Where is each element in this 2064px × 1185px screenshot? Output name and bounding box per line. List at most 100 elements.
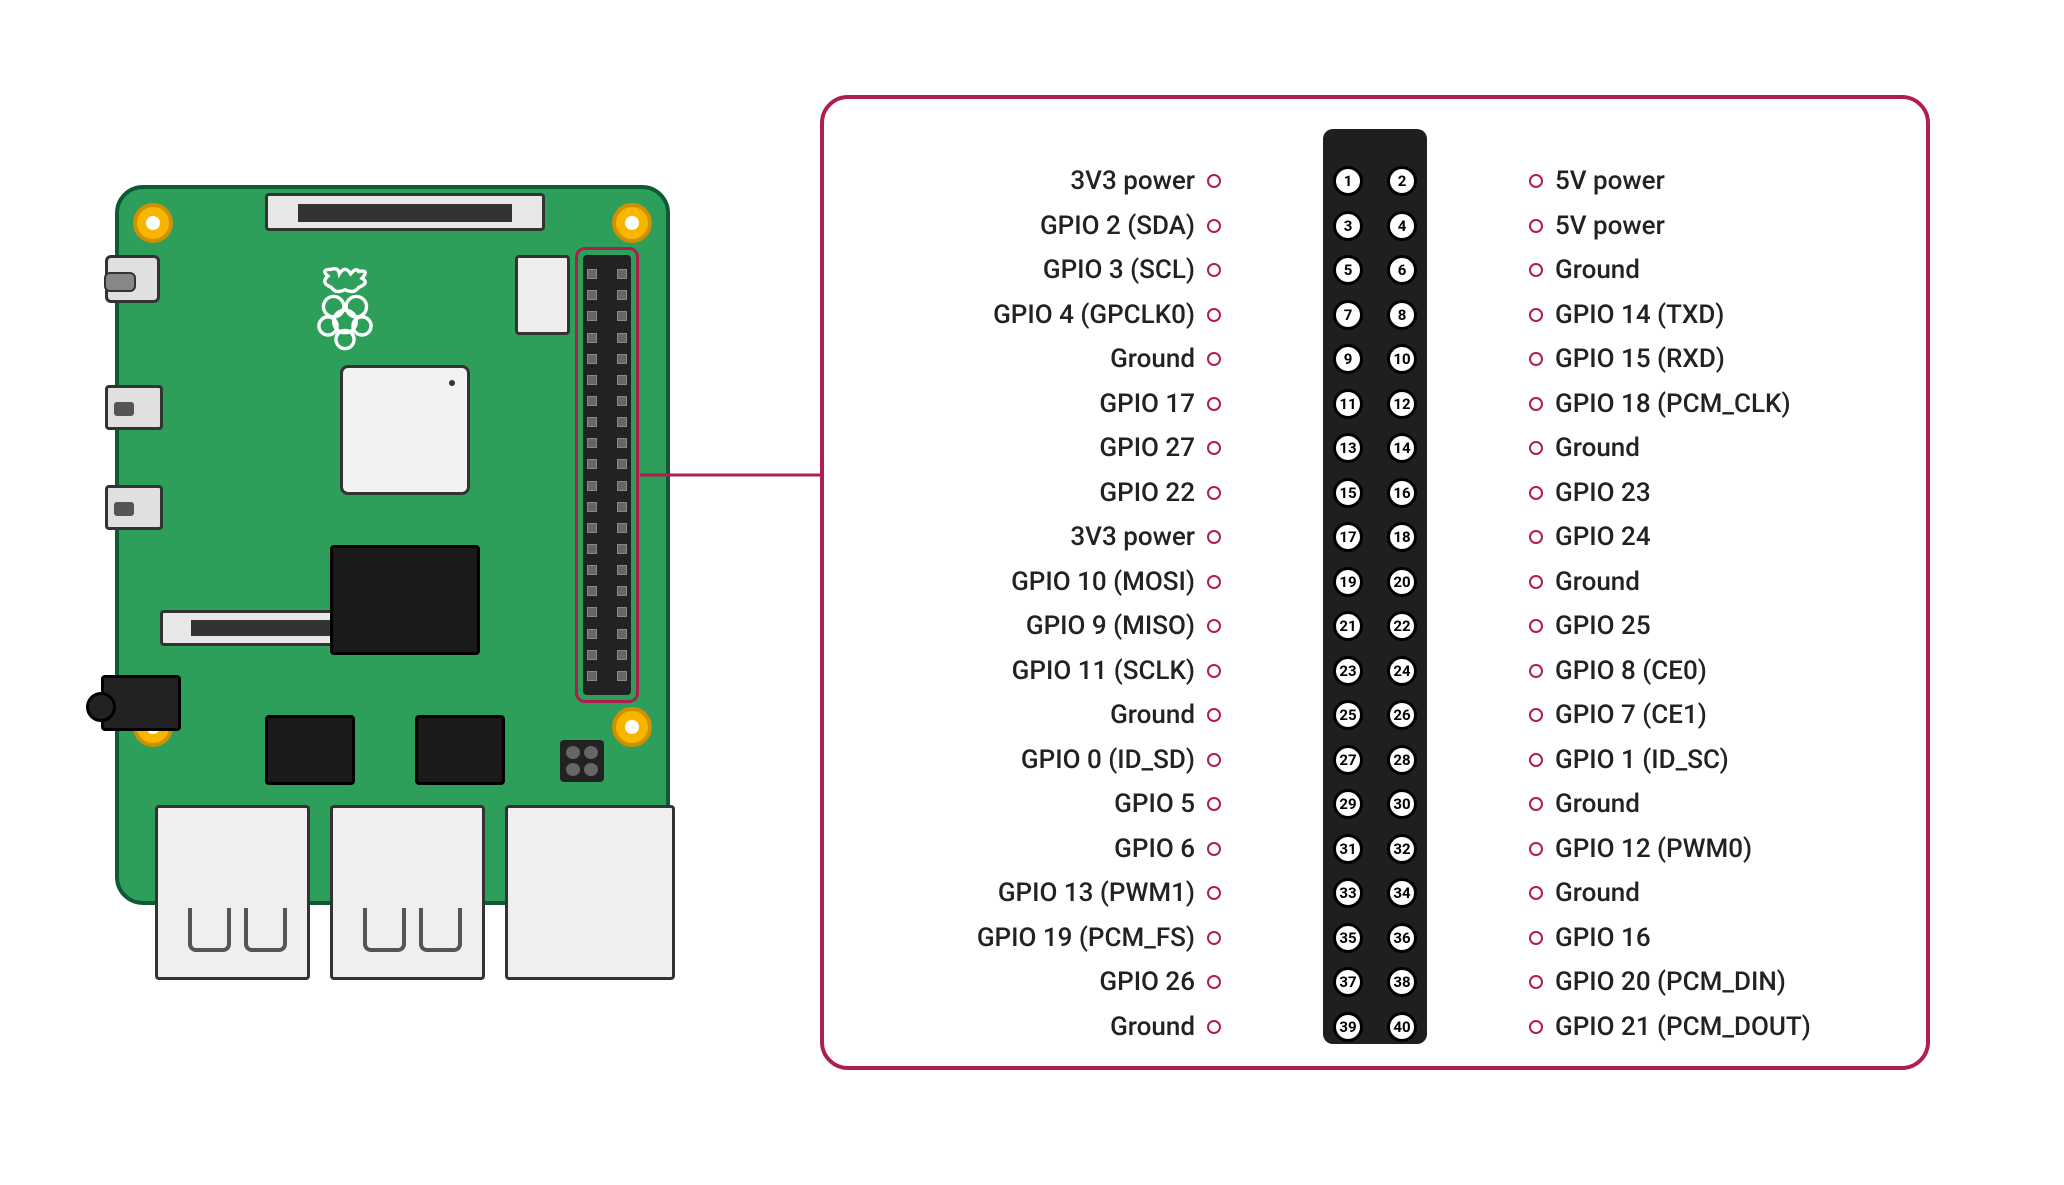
pin-label-5: GPIO 3 (SCL) xyxy=(1043,255,1195,285)
usb-stack-1 xyxy=(155,805,310,980)
pin-label-40: GPIO 21 (PCM_DOUT) xyxy=(1555,1012,1811,1042)
pin-row-1: 3V3 power125V power xyxy=(824,159,1926,203)
raspberry-pi-logo-icon xyxy=(310,267,380,352)
pin-number-25: 25 xyxy=(1333,700,1363,730)
pin-marker-2 xyxy=(1529,174,1543,188)
pin-label-31: GPIO 6 xyxy=(1114,834,1195,864)
pin-number-6: 6 xyxy=(1387,255,1417,285)
pin-label-16: GPIO 23 xyxy=(1555,478,1651,508)
pin-label-17: 3V3 power xyxy=(1070,522,1195,552)
pin-label-29: GPIO 5 xyxy=(1114,789,1195,819)
pin-marker-7 xyxy=(1207,308,1221,322)
eth-controller-chip xyxy=(415,715,505,785)
pin-marker-10 xyxy=(1529,352,1543,366)
pin-label-4: 5V power xyxy=(1555,211,1665,241)
pin-label-3: GPIO 2 (SDA) xyxy=(1040,211,1195,241)
pin-row-13: Ground2526GPIO 7 (CE1) xyxy=(824,693,1926,737)
pin-number-15: 15 xyxy=(1333,478,1363,508)
pin-label-12: GPIO 18 (PCM_CLK) xyxy=(1555,389,1791,419)
pin-number-27: 27 xyxy=(1333,745,1363,775)
pin-number-38: 38 xyxy=(1387,967,1417,997)
pin-marker-33 xyxy=(1207,886,1221,900)
pin-marker-35 xyxy=(1207,931,1221,945)
pin-label-11: GPIO 17 xyxy=(1099,389,1195,419)
pin-number-2: 2 xyxy=(1387,166,1417,196)
soc-chip xyxy=(340,365,470,495)
pin-number-20: 20 xyxy=(1387,567,1417,597)
pin-number-13: 13 xyxy=(1333,433,1363,463)
pin-number-5: 5 xyxy=(1333,255,1363,285)
pin-marker-1 xyxy=(1207,174,1221,188)
pin-row-4: GPIO 4 (GPCLK0)78GPIO 14 (TXD) xyxy=(824,293,1926,337)
pin-number-21: 21 xyxy=(1333,611,1363,641)
pin-number-19: 19 xyxy=(1333,567,1363,597)
pin-row-7: GPIO 271314Ground xyxy=(824,426,1926,470)
pin-marker-22 xyxy=(1529,619,1543,633)
pin-marker-31 xyxy=(1207,842,1221,856)
pin-row-5: Ground910GPIO 15 (RXD) xyxy=(824,337,1926,381)
pin-marker-32 xyxy=(1529,842,1543,856)
pin-label-37: GPIO 26 xyxy=(1099,967,1195,997)
pin-number-7: 7 xyxy=(1333,300,1363,330)
pin-marker-28 xyxy=(1529,753,1543,767)
pin-marker-16 xyxy=(1529,486,1543,500)
pin-label-21: GPIO 9 (MISO) xyxy=(1026,611,1195,641)
pin-marker-6 xyxy=(1529,263,1543,277)
pin-row-16: GPIO 63132GPIO 12 (PWM0) xyxy=(824,827,1926,871)
pin-number-28: 28 xyxy=(1387,745,1417,775)
pin-label-39: Ground xyxy=(1110,1012,1195,1042)
pin-number-16: 16 xyxy=(1387,478,1417,508)
pin-number-12: 12 xyxy=(1387,389,1417,419)
pin-marker-29 xyxy=(1207,797,1221,811)
pin-number-3: 3 xyxy=(1333,211,1363,241)
usb-c-power xyxy=(105,255,160,303)
ethernet-port xyxy=(505,805,675,980)
pin-label-32: GPIO 12 (PWM0) xyxy=(1555,834,1752,864)
pin-label-6: Ground xyxy=(1555,255,1640,285)
pin-number-17: 17 xyxy=(1333,522,1363,552)
pin-marker-38 xyxy=(1529,975,1543,989)
dsi-connector xyxy=(265,193,545,231)
pin-label-1: 3V3 power xyxy=(1070,166,1195,196)
ram-chip xyxy=(330,545,480,655)
usb-controller-chip xyxy=(265,715,355,785)
pin-label-25: Ground xyxy=(1110,700,1195,730)
wifi-shield xyxy=(515,255,570,335)
pin-marker-34 xyxy=(1529,886,1543,900)
pin-number-37: 37 xyxy=(1333,967,1363,997)
pin-number-9: 9 xyxy=(1333,344,1363,374)
diagram-root: 3V3 power125V powerGPIO 2 (SDA)345V powe… xyxy=(0,0,2064,1185)
gpio-header-onboard xyxy=(583,255,631,695)
pin-label-27: GPIO 0 (ID_SD) xyxy=(1021,745,1195,775)
pin-marker-24 xyxy=(1529,664,1543,678)
pin-marker-5 xyxy=(1207,263,1221,277)
pin-marker-36 xyxy=(1529,931,1543,945)
pin-label-22: GPIO 25 xyxy=(1555,611,1651,641)
pin-number-1: 1 xyxy=(1333,166,1363,196)
pin-number-23: 23 xyxy=(1333,656,1363,686)
pin-row-11: GPIO 9 (MISO) 21 22 GPIO 25 xyxy=(824,604,1926,648)
pin-label-34: Ground xyxy=(1555,878,1640,908)
mount-hole-br xyxy=(612,707,652,747)
pin-number-30: 30 xyxy=(1387,789,1417,819)
pin-label-35: GPIO 19 (PCM_FS) xyxy=(977,923,1195,953)
pin-number-22: 22 xyxy=(1387,611,1417,641)
pin-label-30: Ground xyxy=(1555,789,1640,819)
mount-hole-tl xyxy=(133,203,173,243)
pin-marker-39 xyxy=(1207,1020,1221,1034)
pin-row-20: Ground3940GPIO 21 (PCM_DOUT) xyxy=(824,1005,1926,1049)
pin-marker-18 xyxy=(1529,530,1543,544)
pin-label-33: GPIO 13 (PWM1) xyxy=(998,878,1195,908)
raspberry-pi-board xyxy=(115,185,670,1000)
pin-label-24: GPIO 8 (CE0) xyxy=(1555,656,1707,686)
pin-row-17: GPIO 13 (PWM1)3334Ground xyxy=(824,871,1926,915)
pin-number-40: 40 xyxy=(1387,1012,1417,1042)
pin-label-14: Ground xyxy=(1555,433,1640,463)
pin-row-15: GPIO 52930Ground xyxy=(824,782,1926,826)
poe-header xyxy=(560,740,604,782)
pin-marker-21 xyxy=(1207,619,1221,633)
pin-label-7: GPIO 4 (GPCLK0) xyxy=(993,300,1195,330)
pinout-panel: 3V3 power125V powerGPIO 2 (SDA)345V powe… xyxy=(820,95,1930,1070)
pin-marker-26 xyxy=(1529,708,1543,722)
pin-marker-30 xyxy=(1529,797,1543,811)
